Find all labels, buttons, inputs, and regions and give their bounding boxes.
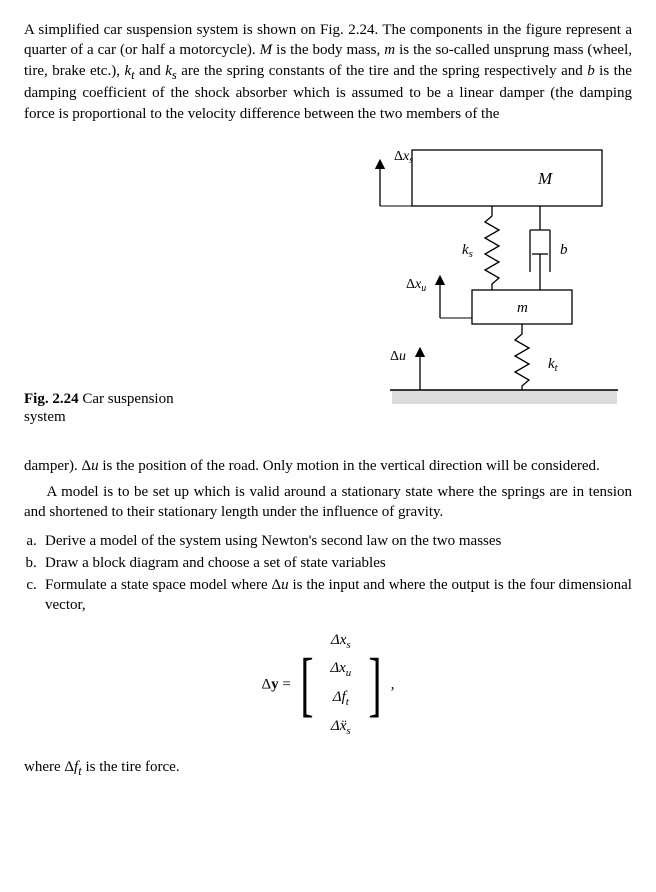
svg-text:m: m (517, 300, 528, 316)
item-b: Draw a block diagram and choose a set of… (41, 553, 633, 573)
caption-number: Fig. 2.24 (24, 391, 79, 407)
figure-caption: Fig. 2.24 Car suspension system (24, 390, 194, 426)
figure-2-24: Fig. 2.24 Car suspension system M m ks b… (24, 142, 632, 432)
vector-matrix: Δxs Δxu Δft Δẍs (322, 626, 359, 743)
paragraph-4: where Δft is the tire force. (24, 757, 632, 780)
question-list: Derive a model of the system using Newto… (24, 531, 632, 616)
svg-text:kt: kt (548, 356, 559, 374)
svg-text:Δxs: Δxs (394, 149, 413, 166)
svg-text:b: b (560, 242, 568, 258)
paragraph-2: damper). Δu is the position of the road.… (24, 456, 632, 476)
equation-output-vector: Δy = [ Δxs Δxu Δft Δẍs ] , (24, 626, 632, 743)
item-a: Derive a model of the system using Newto… (41, 531, 633, 551)
svg-text:Δu: Δu (390, 349, 406, 364)
suspension-diagram: M m ks b kt Δxs Δxu Δu (282, 142, 622, 422)
item-c: Formulate a state space model where Δu i… (41, 575, 633, 616)
svg-text:Δxu: Δxu (406, 277, 426, 294)
paragraph-1: A simplified car suspension system is sh… (24, 20, 632, 124)
svg-text:ks: ks (462, 242, 473, 260)
paragraph-3: A model is to be set up which is valid a… (24, 482, 632, 523)
svg-text:M: M (537, 169, 553, 188)
